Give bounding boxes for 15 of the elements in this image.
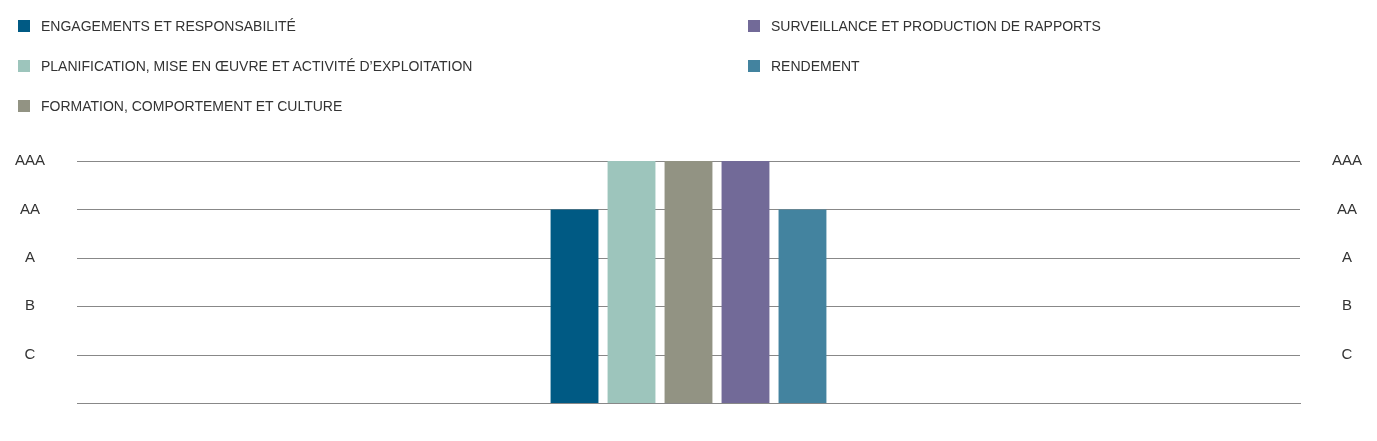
text: C xyxy=(24,344,36,362)
text: B xyxy=(24,296,36,314)
text: AAA xyxy=(14,151,46,169)
legend-label: FORMATION, COMPORTEMENT ET CULTURE xyxy=(41,98,343,114)
text: A xyxy=(24,247,36,265)
text: AA xyxy=(1336,199,1358,217)
text: A xyxy=(1341,247,1353,265)
text: AAA xyxy=(1331,151,1363,169)
text: C xyxy=(1341,344,1353,362)
legend-label: SURVEILLANCE ET PRODUCTION DE RAPPORTS xyxy=(771,18,1101,34)
legend-label: ENGAGEMENTS ET RESPONSABILITÉ xyxy=(41,18,296,34)
text: AA xyxy=(19,199,41,217)
legend-label: PLANIFICATION, MISE EN ŒUVRE ET ACTIVITÉ D’EXPLOITATION xyxy=(41,58,473,74)
legend-label: RENDEMENT xyxy=(771,58,860,74)
text: B xyxy=(1341,296,1353,314)
